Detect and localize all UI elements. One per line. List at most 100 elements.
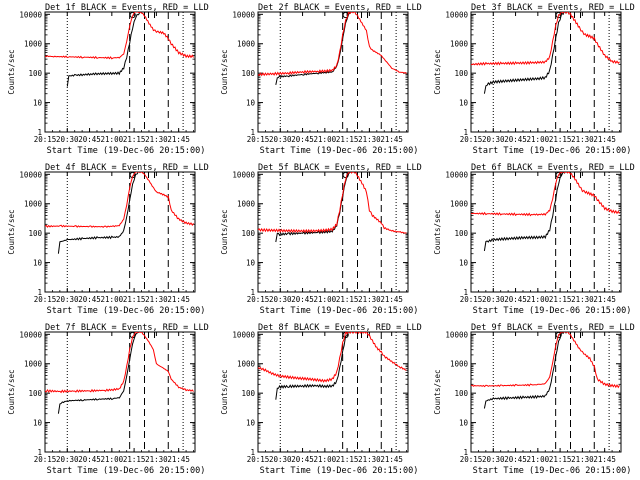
x-tick-label: 20:15 — [34, 295, 57, 304]
y-tick-label: 100 — [28, 229, 42, 238]
x-tick-label: 20:45 — [78, 135, 101, 144]
chart-title: Det 5f BLACK = Events, RED = LLD — [258, 163, 422, 173]
chart-panel-2: Det 2f BLACK = Events, RED = LLD Counts/s… — [220, 3, 422, 156]
bracket-marker — [148, 331, 156, 338]
x-tick-label: 20:15 — [247, 135, 270, 144]
x-tick-label: 20:45 — [504, 455, 527, 464]
x-tick-label: 21:45 — [167, 135, 190, 144]
x-tick-label: 20:30 — [269, 135, 292, 144]
y-tick-label: 1 — [463, 448, 468, 457]
x-tick-label: 21:00 — [314, 295, 337, 304]
y-tick-label: 10 — [459, 99, 469, 108]
bracket-marker — [148, 171, 156, 178]
x-tick-label: 20:45 — [78, 295, 101, 304]
chart-panel-1: Det 1f BLACK = Events, RED = LLD Counts/s… — [7, 3, 209, 156]
y-axis-label: Counts/sec — [7, 49, 16, 94]
y-tick-label: 1 — [37, 288, 42, 297]
x-axis-label: Start Time (19-Dec-06 20:15:00) — [473, 466, 632, 476]
y-axis-label: Counts/sec — [433, 49, 442, 94]
x-tick-label: 21:45 — [380, 455, 403, 464]
y-tick-label: 100 — [241, 389, 255, 398]
x-tick-label: 21:45 — [593, 455, 616, 464]
x-tick-label: 21:00 — [527, 455, 550, 464]
y-tick-label: 10 — [246, 99, 256, 108]
y-tick-label: 1 — [37, 128, 42, 137]
x-axis-label: Start Time (19-Dec-06 20:15:00) — [473, 146, 632, 156]
y-axis-label: Counts/sec — [220, 49, 229, 94]
y-axis-label: Counts/sec — [220, 209, 229, 254]
x-tick-label: 21:15 — [123, 295, 146, 304]
bracket-marker — [361, 171, 369, 178]
plot-frame — [470, 171, 622, 293]
chart-title: Det 8f BLACK = Events, RED = LLD — [258, 323, 422, 333]
x-tick-label: 21:30 — [145, 455, 168, 464]
chart-title: Det 3f BLACK = Events, RED = LLD — [471, 3, 635, 13]
x-tick-label: 20:30 — [56, 455, 79, 464]
lld-series-line — [471, 172, 620, 217]
y-tick-label: 10000 — [232, 10, 255, 19]
x-tick-label: 20:15 — [460, 135, 483, 144]
x-tick-label: 21:15 — [123, 135, 146, 144]
y-tick-label: 1000 — [237, 200, 256, 209]
x-tick-label: 20:30 — [482, 295, 505, 304]
y-tick-label: 1000 — [450, 200, 469, 209]
y-tick-label: 1000 — [450, 40, 469, 49]
x-tick-label: 21:45 — [380, 295, 403, 304]
x-axis-label: Start Time (19-Dec-06 20:15:00) — [47, 466, 206, 476]
y-axis-label: Counts/sec — [433, 369, 442, 414]
chart-title: Det 1f BLACK = Events, RED = LLD — [45, 3, 209, 13]
plot-frame — [470, 331, 622, 453]
x-tick-label: 21:15 — [336, 455, 359, 464]
x-tick-label: 21:45 — [167, 295, 190, 304]
x-tick-label: 20:45 — [78, 455, 101, 464]
bracket-marker — [148, 11, 156, 18]
y-tick-label: 100 — [454, 229, 468, 238]
chart-title: Det 2f BLACK = Events, RED = LLD — [258, 3, 422, 13]
x-tick-label: 21:15 — [549, 135, 572, 144]
x-tick-label: 21:00 — [314, 455, 337, 464]
plot-frame — [257, 171, 409, 293]
y-tick-label: 10 — [33, 99, 43, 108]
x-tick-label: 21:30 — [571, 135, 594, 144]
plot-frame — [44, 331, 196, 453]
chart-panel-8: Det 8f BLACK = Events, RED = LLD Counts/s… — [220, 323, 422, 476]
x-tick-label: 21:15 — [549, 295, 572, 304]
x-tick-label: 21:00 — [101, 135, 124, 144]
lld-series-line — [258, 12, 407, 77]
y-tick-label: 1 — [250, 128, 255, 137]
events-series-line — [66, 12, 142, 87]
y-tick-label: 1000 — [237, 360, 256, 369]
plot-frame — [44, 11, 196, 133]
x-tick-label: 21:00 — [101, 295, 124, 304]
y-tick-label: 1000 — [24, 40, 43, 49]
x-tick-label: 20:30 — [482, 135, 505, 144]
chart-panel-9: Det 9f BLACK = Events, RED = LLD Counts/s… — [433, 323, 635, 476]
y-axis-label: Counts/sec — [220, 369, 229, 414]
events-series-line — [483, 12, 568, 94]
chart-title: Det 4f BLACK = Events, RED = LLD — [45, 163, 209, 173]
x-axis-label: Start Time (19-Dec-06 20:15:00) — [260, 466, 419, 476]
peak-circle-marker — [129, 11, 136, 19]
y-tick-label: 10000 — [19, 10, 42, 19]
x-axis-label: Start Time (19-Dec-06 20:15:00) — [47, 306, 206, 316]
x-tick-label: 20:30 — [56, 295, 79, 304]
x-tick-label: 21:15 — [549, 455, 572, 464]
x-axis-label: Start Time (19-Dec-06 20:15:00) — [473, 306, 632, 316]
y-tick-label: 100 — [28, 389, 42, 398]
plot-frame — [44, 171, 196, 293]
x-tick-label: 21:15 — [336, 295, 359, 304]
lld-series-line — [258, 332, 407, 383]
x-tick-label: 21:15 — [123, 455, 146, 464]
x-tick-label: 21:00 — [101, 455, 124, 464]
chart-panel-5: Det 5f BLACK = Events, RED = LLD Counts/s… — [220, 163, 422, 316]
lld-series-line — [471, 332, 620, 389]
y-tick-label: 1 — [463, 128, 468, 137]
x-tick-label: 20:15 — [34, 455, 57, 464]
lld-series-line — [45, 172, 194, 228]
y-tick-label: 1 — [37, 448, 42, 457]
chart-panel-6: Det 6f BLACK = Events, RED = LLD Counts/s… — [433, 163, 635, 316]
x-tick-label: 21:15 — [336, 135, 359, 144]
x-tick-label: 20:45 — [291, 135, 314, 144]
events-series-line — [483, 332, 568, 409]
